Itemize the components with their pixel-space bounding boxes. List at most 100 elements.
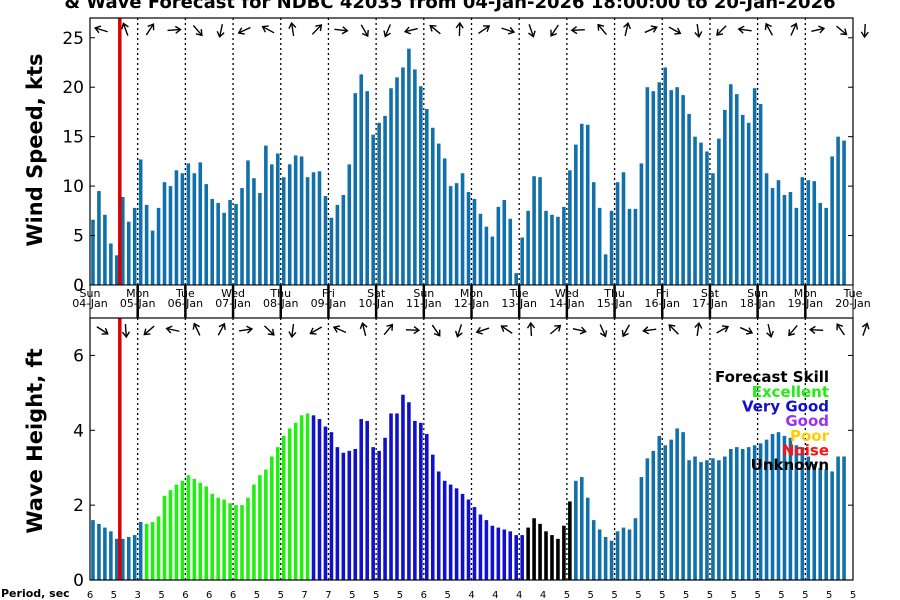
direction-arrow-icon [383, 323, 394, 336]
wave-bar [264, 469, 268, 580]
wind-bar [794, 207, 799, 285]
direction-arrow-icon [431, 324, 441, 337]
period-value: 5 [278, 590, 284, 600]
wave-bar [621, 527, 626, 580]
wind-bar [574, 144, 578, 285]
date-label: 05-Jan [120, 297, 156, 310]
period-row-label: Period, sec [1, 587, 70, 600]
wave-bar [752, 445, 757, 580]
wave-bar [222, 499, 226, 580]
direction-arrow-icon [383, 24, 391, 38]
direction-arrow-icon [360, 24, 369, 38]
wave-bar [663, 445, 668, 580]
date-label: 18-Jan [740, 297, 776, 310]
wind-bar [764, 173, 769, 285]
period-value: 5 [778, 590, 784, 600]
figure-title: & Wave Forecast for NDBC 42035 from 04-J… [64, 0, 835, 13]
wave-bar [836, 456, 840, 580]
direction-arrow-icon [764, 22, 774, 36]
wave-bar [353, 449, 358, 580]
direction-arrow-icon [836, 323, 846, 336]
wave-bar [407, 402, 411, 580]
wind-bar [615, 182, 620, 285]
wave-bar [401, 394, 405, 580]
wind-bar [264, 145, 268, 285]
wind-bar [591, 182, 596, 285]
wind-bar [687, 113, 691, 285]
wind-bar [377, 122, 381, 285]
period-value: 5 [564, 590, 570, 600]
wind-bar [329, 217, 334, 285]
wave-bar [627, 529, 632, 580]
direction-arrow-icon [332, 325, 347, 333]
wind-bar [371, 134, 375, 285]
period-value: 5 [611, 590, 617, 600]
direction-arrow-icon [739, 326, 754, 335]
wave-bar [544, 531, 548, 580]
wave-bar [597, 529, 602, 580]
wind-bar [270, 164, 274, 285]
wave-bar [818, 467, 823, 580]
wave-bar [758, 443, 763, 580]
direction-arrow-icon [836, 25, 848, 36]
wind-bar [240, 188, 244, 285]
wind-bar [305, 177, 310, 285]
wave-bar [281, 435, 286, 580]
direction-arrow-icon [96, 326, 109, 335]
wave-bar [335, 447, 340, 580]
day-of-week-label: Tue [175, 287, 195, 300]
wind-bar [556, 216, 560, 285]
y-tick-label: 4 [73, 421, 84, 441]
period-value: 5 [754, 590, 760, 600]
wave-bar [109, 531, 113, 580]
wave-bar [609, 540, 614, 580]
wave-bar [711, 458, 715, 580]
wave-bar [150, 521, 155, 580]
wave-bar [174, 484, 179, 580]
wave-bar [562, 525, 566, 580]
wind-bar [395, 77, 399, 285]
wind-bar [842, 140, 846, 285]
wind-bar [812, 181, 817, 285]
wave-bar [389, 413, 393, 580]
wave-bar [746, 447, 751, 580]
wave-bar [550, 535, 554, 580]
wind-bar [103, 214, 107, 285]
wind-bar [496, 206, 501, 285]
period-value: 5 [683, 590, 689, 600]
period-value: 5 [731, 590, 737, 600]
wind-bar [198, 162, 203, 285]
wave-bar [687, 460, 691, 580]
direction-arrow-icon [288, 21, 297, 37]
wave-bar [794, 445, 799, 580]
direction-arrow-icon [642, 326, 657, 335]
direction-arrow-icon [217, 322, 226, 336]
direction-arrow-icon [475, 326, 490, 335]
y-tick-label: 5 [73, 227, 84, 247]
wind-bar [407, 48, 411, 285]
wind-bar [186, 163, 191, 285]
wave-bar [740, 449, 745, 580]
direction-arrow-icon [478, 25, 491, 35]
wind-bar [293, 155, 298, 285]
wave-bar [425, 434, 429, 580]
wave-bar [436, 471, 441, 580]
direction-arrow-icon [216, 23, 225, 39]
wind-bar [347, 164, 352, 285]
period-value: 5 [254, 590, 260, 600]
wind-bar [723, 109, 727, 285]
day-of-week-label: Tue [843, 287, 863, 300]
wave-bar [490, 525, 495, 580]
direction-arrow-icon [311, 24, 323, 35]
wave-bar [204, 486, 209, 580]
period-value: 4 [540, 590, 546, 600]
direction-arrow-icon [455, 21, 464, 37]
wind-bar [132, 207, 137, 285]
direction-arrow-icon [668, 324, 679, 335]
wind-bar [705, 151, 709, 285]
wave-bar [699, 462, 703, 580]
day-of-week-label: Thu [603, 287, 625, 300]
wind-bar [210, 198, 214, 285]
period-value: 5 [588, 590, 594, 600]
